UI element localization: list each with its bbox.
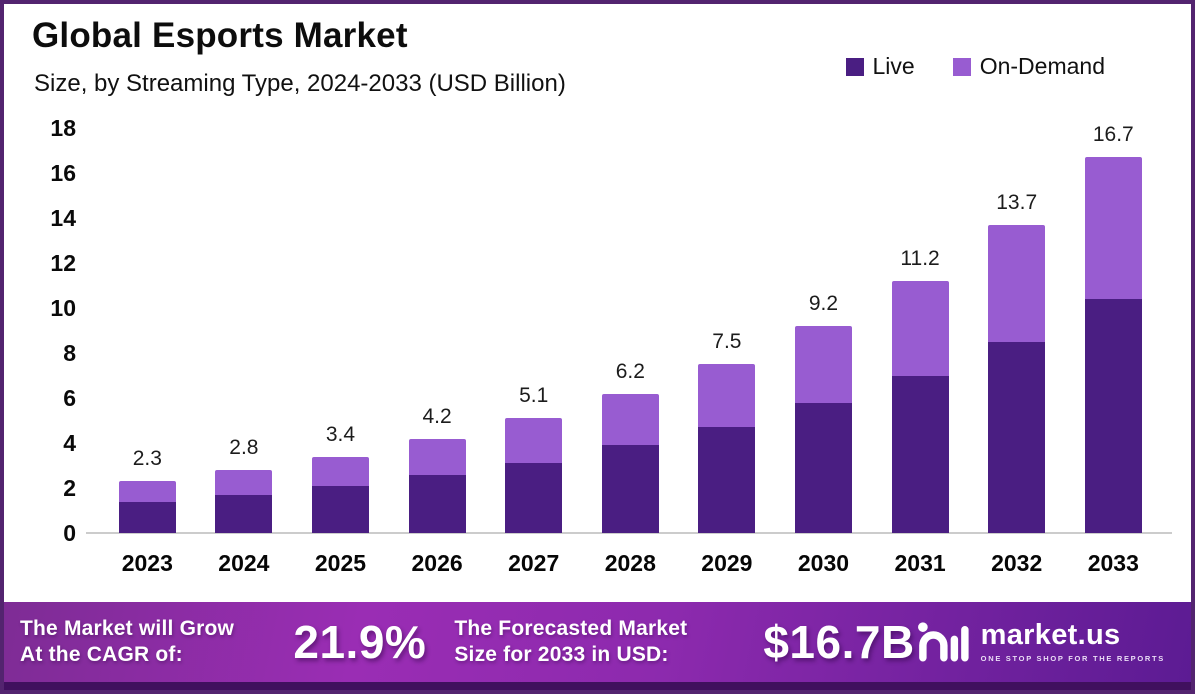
y-axis-tick-label: 8 — [63, 340, 76, 366]
legend-label-on-demand: On-Demand — [979, 53, 1105, 79]
x-axis-line — [86, 532, 1172, 534]
bar-total-label: 13.7 — [996, 190, 1038, 214]
cagr-value: 21.9% — [293, 615, 427, 668]
bar-segment-on-demand — [891, 281, 949, 376]
bar-total-label: 2.3 — [132, 447, 162, 471]
cagr-label-line2: At the CAGR of: — [20, 642, 183, 666]
y-axis-tick-label: 4 — [63, 430, 76, 456]
y-axis-tick-label: 14 — [50, 205, 76, 231]
page-subtitle: Size, by Streaming Type, 2024-2033 (USD … — [34, 70, 566, 97]
forecast-label-line2: Size for 2033 in USD: — [454, 642, 669, 666]
bar-segment-live — [988, 341, 1046, 533]
forecast-label: The Forecasted Market Size for 2033 in U… — [454, 616, 751, 667]
legend-item-live: Live — [845, 53, 915, 80]
forecast-value: $16.7B — [763, 615, 915, 668]
bar-segment-on-demand — [505, 418, 563, 464]
x-axis-year-label: 2024 — [218, 550, 270, 576]
logo-brand-name: market.us — [980, 618, 1121, 651]
bar-segment-on-demand — [118, 481, 176, 502]
page-title: Global Esports Market — [32, 16, 408, 55]
bar-segment-live — [601, 445, 659, 533]
x-axis-year-label: 2028 — [604, 550, 656, 576]
bar-total-label: 6.2 — [615, 359, 645, 383]
bar-segment-live — [408, 474, 466, 533]
bar-total-label: 5.1 — [519, 384, 549, 408]
x-axis-year-label: 2033 — [1087, 550, 1139, 576]
bar-total-label: 7.5 — [712, 330, 742, 354]
bar-total-label: 3.4 — [325, 422, 356, 446]
bar-total-label: 9.2 — [808, 292, 839, 315]
bar-segment-live — [505, 463, 563, 533]
y-axis-tick-label: 18 — [50, 115, 76, 141]
bar-total-label: 4.2 — [422, 404, 452, 428]
y-axis-tick-label: 16 — [50, 160, 76, 186]
bar-segment-live — [118, 501, 176, 533]
bar-segment-live — [698, 427, 756, 533]
stacked-bar-chart: 0 2 4 6 8 10 12 14 16 18 2.3 2023 2.8 2024 3.4 2025 4.2 2… — [4, 4, 1191, 690]
legend-label-live: Live — [872, 53, 915, 79]
x-axis-year-label: 2032 — [991, 550, 1043, 576]
x-axis-year-label: 2023 — [121, 550, 173, 576]
bar-segment-live — [891, 375, 949, 533]
y-axis-tick-label: 0 — [63, 520, 76, 546]
market-us-logo-icon — [917, 621, 969, 661]
logo-tagline: ONE STOP SHOP FOR THE REPORTS — [980, 653, 1165, 663]
bar-total-label: 2.8 — [229, 436, 259, 459]
bar-total-label: 16.7 — [1092, 123, 1134, 147]
bar-segment-on-demand — [601, 393, 659, 446]
legend-swatch-on-demand-icon — [952, 57, 971, 76]
bar-segment-on-demand — [1084, 157, 1142, 299]
y-axis-tick-label: 2 — [63, 475, 76, 501]
x-axis-year-label: 2027 — [508, 550, 560, 576]
x-axis-year-label: 2026 — [411, 550, 463, 576]
bottom-banner: The Market will Grow At the CAGR of: 21.… — [4, 602, 1191, 690]
bar-segment-live — [312, 485, 369, 533]
bar-segment-live — [1084, 299, 1142, 533]
bar-segment-on-demand — [408, 438, 466, 475]
bar-segment-on-demand — [988, 224, 1046, 342]
y-axis-tick-label: 6 — [63, 385, 76, 411]
bar-segment-on-demand — [215, 470, 273, 495]
cagr-label: The Market will Grow At the CAGR of: — [20, 616, 279, 667]
x-axis-year-label: 2029 — [701, 550, 753, 576]
cagr-label-line1: The Market will Grow — [20, 616, 235, 640]
legend-swatch-live-icon — [845, 57, 864, 76]
x-axis-year-label: 2031 — [894, 550, 946, 576]
bar-segment-on-demand — [795, 326, 852, 403]
x-axis-year-label: 2030 — [797, 550, 850, 576]
bar-segment-on-demand — [698, 364, 756, 428]
logo-text: market.us ONE STOP SHOP FOR THE REPORTS — [980, 618, 1165, 663]
legend-item-on-demand: On-Demand — [952, 53, 1105, 80]
y-axis-tick-label: 10 — [50, 295, 76, 321]
bar-segment-on-demand — [312, 456, 369, 486]
legend: Live On-Demand — [845, 53, 1105, 80]
bar-segment-live — [215, 494, 273, 533]
y-axis-tick-label: 12 — [50, 250, 76, 276]
market-us-logo: market.us ONE STOP SHOP FOR THE REPORTS — [915, 619, 1171, 665]
forecast-label-line1: The Forecasted Market — [454, 616, 688, 640]
bar-total-label: 11.2 — [900, 247, 940, 270]
x-axis-year-label: 2025 — [314, 550, 367, 576]
bar-segment-live — [795, 402, 852, 533]
